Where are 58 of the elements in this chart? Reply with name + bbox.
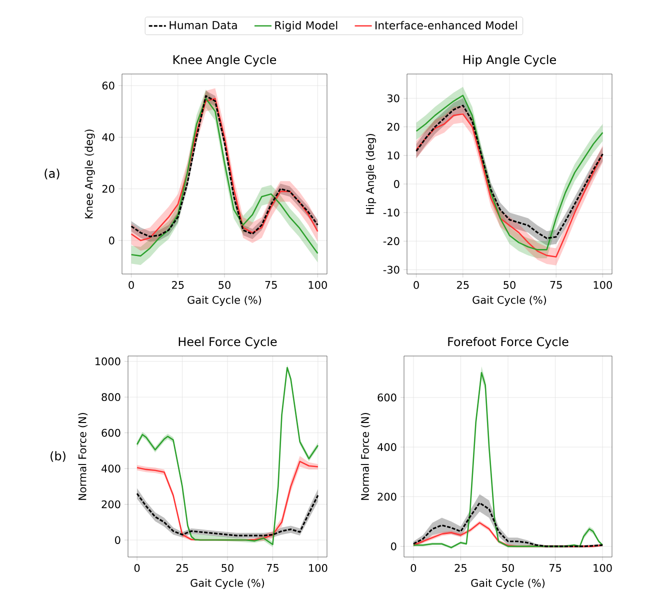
y-tick-label: 200 (378, 492, 396, 501)
y-tick-label: 0 (109, 236, 114, 244)
y-axis-title: Normal Force (N) (78, 413, 88, 500)
chart-title: Forefoot Force Cycle (448, 336, 568, 349)
x-axis-title: Gait Cycle (%) (188, 296, 262, 306)
y-tick-label: 10 (388, 151, 400, 160)
x-tick-label: 0 (414, 281, 419, 289)
y-tick-label: 30 (387, 94, 400, 102)
chart-title: Heel Force Cycle (178, 336, 277, 348)
x-axis-title: Gait Cycle (%) (471, 578, 545, 589)
legend-label: Rigid Model (275, 20, 338, 32)
y-tick-label: 20 (387, 122, 400, 131)
legend-label: Human Data (170, 21, 237, 30)
y-tick-label: 0 (394, 180, 400, 188)
legend-label: Interface-enhanced Model (376, 20, 517, 30)
x-tick-label: 50 (218, 281, 230, 289)
y-tick-label: -30 (383, 266, 400, 274)
x-tick-label: 25 (176, 564, 188, 572)
x-tick-label: 0 (128, 281, 134, 289)
x-axis-title: Gait Cycle (%) (190, 578, 264, 589)
x-tick-label: 75 (549, 564, 562, 572)
text: (b) (50, 451, 66, 462)
x-tick-label: 75 (265, 281, 277, 289)
text: (a) (44, 168, 60, 180)
y-tick-label: 600 (378, 393, 396, 402)
x-tick-label: 0 (134, 564, 140, 572)
x-tick-label: 50 (222, 564, 234, 572)
y-axis-title: Hip Angle (deg) (366, 134, 376, 214)
x-tick-label: 25 (172, 281, 184, 289)
chart-title: Knee Angle Cycle (173, 54, 276, 66)
y-tick-label: 1000 (96, 357, 120, 366)
x-tick-label: 100 (594, 281, 612, 289)
chart-title: Hip Angle Cycle (464, 54, 556, 66)
x-tick-label: 25 (457, 281, 469, 289)
y-axis-title: Normal Force (N) (360, 413, 370, 500)
x-tick-label: 50 (502, 564, 514, 572)
y-tick-label: 0 (115, 536, 120, 544)
y-axis-title: Knee Angle (deg) (84, 130, 95, 218)
x-tick-label: 100 (309, 564, 328, 572)
y-tick-label: 200 (102, 500, 120, 508)
x-tick-label: 75 (266, 564, 278, 572)
y-tick-label: 20 (102, 184, 114, 193)
y-tick-label: 60 (102, 82, 114, 90)
x-tick-label: 75 (550, 281, 562, 289)
x-axis-title: Gait Cycle (%) (472, 296, 546, 306)
y-tick-label: 40 (102, 133, 114, 142)
y-tick-label: 600 (102, 428, 120, 437)
y-tick-label: 0 (391, 542, 396, 550)
y-tick-label: 400 (102, 464, 120, 473)
x-tick-label: 50 (504, 281, 516, 289)
y-tick-label: 400 (378, 443, 396, 452)
x-tick-label: 100 (308, 281, 327, 289)
y-tick-label: 800 (102, 393, 120, 402)
x-tick-label: 0 (410, 564, 416, 572)
y-tick-label: -10 (383, 208, 400, 217)
y-tick-label: -20 (383, 237, 400, 246)
x-tick-label: 100 (594, 564, 612, 572)
x-tick-label: 25 (454, 564, 466, 572)
